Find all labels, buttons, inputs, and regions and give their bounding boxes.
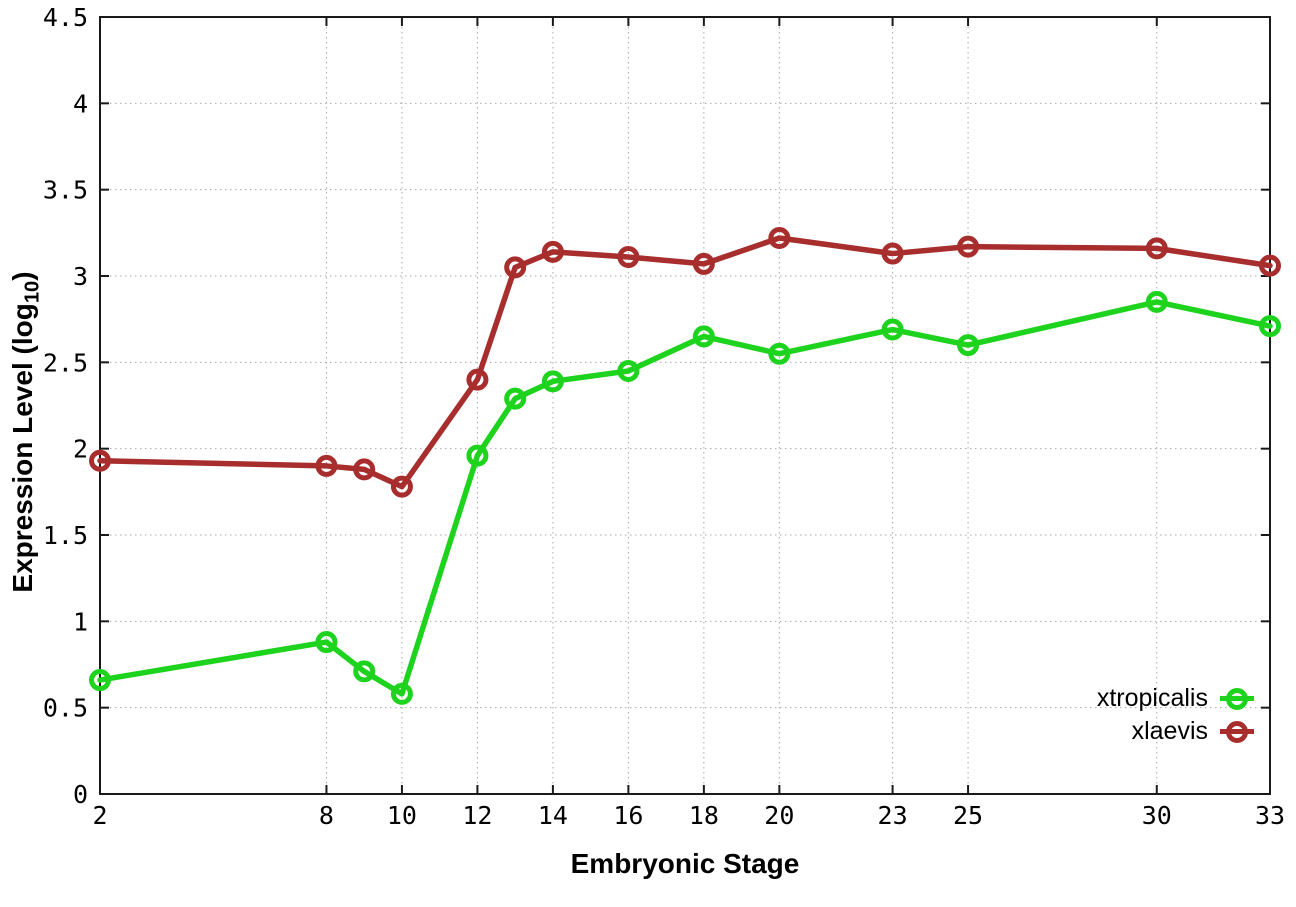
y-tick-label: 1 xyxy=(73,607,88,636)
x-tick-label: 25 xyxy=(953,801,983,830)
y-tick-label: 3.5 xyxy=(43,176,88,205)
x-tick-label: 8 xyxy=(319,801,334,830)
data-point-xtropicalis xyxy=(768,342,791,365)
legend-sample-xlaevis xyxy=(1220,720,1254,744)
data-point-xlaevis xyxy=(89,449,111,472)
data-point-xtropicalis xyxy=(390,682,413,705)
data-point-xtropicalis xyxy=(1145,290,1168,313)
data-point-xlaevis xyxy=(692,252,715,275)
data-point-xtropicalis xyxy=(541,370,564,393)
legend-sample-xtropicalis xyxy=(1220,687,1254,711)
x-tick-label: 23 xyxy=(878,801,908,830)
data-point-xlaevis xyxy=(541,240,564,263)
legend-marker-icon xyxy=(1226,687,1248,710)
data-point-xlaevis xyxy=(617,246,640,269)
legend-item-xlaevis: xlaevis xyxy=(1097,715,1254,748)
x-tick-label: 20 xyxy=(764,801,794,830)
y-tick-label: 2 xyxy=(73,435,88,464)
legend-label-xtropicalis: xtropicalis xyxy=(1096,684,1208,712)
data-point-xtropicalis xyxy=(89,669,111,692)
legend-item-xtropicalis: xtropicalis xyxy=(1097,682,1254,715)
data-point-xtropicalis xyxy=(353,660,376,683)
data-point-xtropicalis xyxy=(692,325,715,348)
legend: xtropicalis xlaevis xyxy=(1097,682,1254,748)
y-axis-title-subscript: 10 xyxy=(21,280,44,304)
x-axis-title: Embryonic Stage xyxy=(100,848,1270,880)
data-point-xtropicalis xyxy=(957,334,980,357)
data-point-xlaevis xyxy=(1259,254,1281,277)
y-tick-label: 4.5 xyxy=(43,3,88,32)
data-point-xlaevis xyxy=(768,227,791,250)
y-tick-label: 3 xyxy=(73,262,88,291)
x-tick-label: 2 xyxy=(92,801,107,830)
plot-frame xyxy=(99,16,1271,795)
data-point-xlaevis xyxy=(466,368,489,391)
data-point-xlaevis xyxy=(315,454,338,477)
data-point-xtropicalis xyxy=(315,631,338,654)
legend-label-xlaevis: xlaevis xyxy=(1131,717,1208,745)
x-tick-label: 16 xyxy=(613,801,643,830)
series-line-xtropicalis xyxy=(97,299,1273,697)
data-point-xtropicalis xyxy=(504,387,527,410)
x-tick-label: 12 xyxy=(462,801,492,830)
data-point-xlaevis xyxy=(957,235,980,258)
y-tick-label: 0 xyxy=(73,780,88,809)
data-point-xlaevis xyxy=(353,458,376,481)
x-tick-label: 33 xyxy=(1255,801,1285,830)
y-tick-label: 2.5 xyxy=(43,348,88,377)
data-point-xtropicalis xyxy=(617,359,640,382)
y-axis-title-close: ) xyxy=(7,271,38,281)
data-point-xtropicalis xyxy=(881,318,904,341)
y-axis-title-text: Expression Level (log xyxy=(7,303,38,593)
x-tick-label: 30 xyxy=(1142,801,1172,830)
data-point-xlaevis xyxy=(1145,237,1168,260)
data-point-xlaevis xyxy=(504,256,527,279)
legend-marker-icon xyxy=(1226,720,1248,743)
x-tick-label: 14 xyxy=(538,801,568,830)
x-axis-title-text: Embryonic Stage xyxy=(570,848,800,879)
y-axis-title: Expression Level (log10) xyxy=(7,32,47,832)
y-tick-label: 1.5 xyxy=(43,521,88,550)
data-point-xlaevis xyxy=(881,242,904,265)
y-tick-label: 4 xyxy=(73,89,88,118)
x-tick-label: 10 xyxy=(387,801,417,830)
x-tick-label: 18 xyxy=(689,801,719,830)
y-tick-label: 0.5 xyxy=(43,694,88,723)
data-point-xtropicalis xyxy=(466,444,489,467)
data-point-xlaevis xyxy=(390,475,413,498)
data-point-xtropicalis xyxy=(1259,315,1281,338)
